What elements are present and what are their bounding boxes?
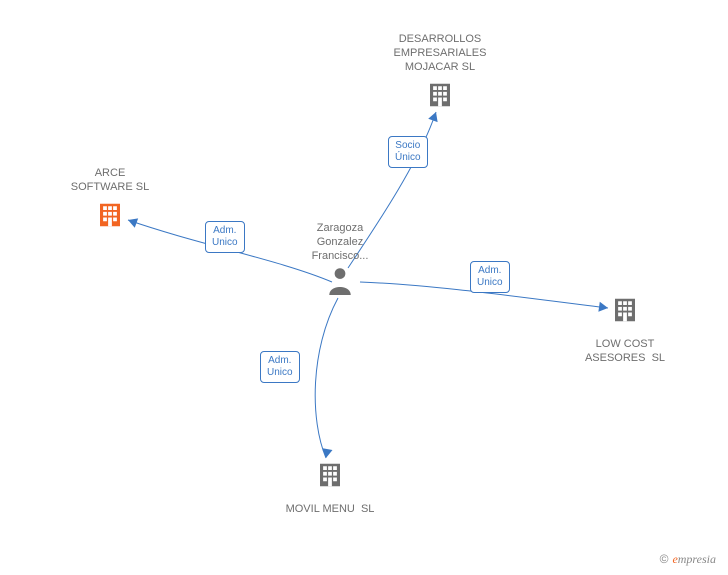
attribution: ©empresia [660, 552, 716, 567]
edge-label: Adm. Unico [205, 221, 245, 253]
person-icon [327, 265, 353, 300]
edges-layer [0, 0, 728, 575]
copyright-symbol: © [660, 552, 669, 566]
company-node-label: DESARROLLOS EMPRESARIALES MOJACAR SL [380, 33, 500, 74]
company-icon [95, 200, 125, 235]
edge-label: Socio Único [388, 136, 428, 168]
edge-label: Adm. Unico [470, 261, 510, 293]
company-node-label: MOVIL MENU SL [270, 503, 390, 517]
diagram-canvas: Zaragoza Gonzalez Francisco... ARCE SOFT… [0, 0, 728, 575]
edge-label: Adm. Unico [260, 351, 300, 383]
center-node-label: Zaragoza Gonzalez Francisco... [295, 222, 385, 263]
company-icon [610, 295, 640, 330]
brand-rest: mpresia [678, 552, 716, 566]
company-node-label: LOW COST ASESORES SL [565, 338, 685, 366]
company-node-label: ARCE SOFTWARE SL [50, 167, 170, 195]
company-icon [425, 80, 455, 115]
company-icon [315, 460, 345, 495]
